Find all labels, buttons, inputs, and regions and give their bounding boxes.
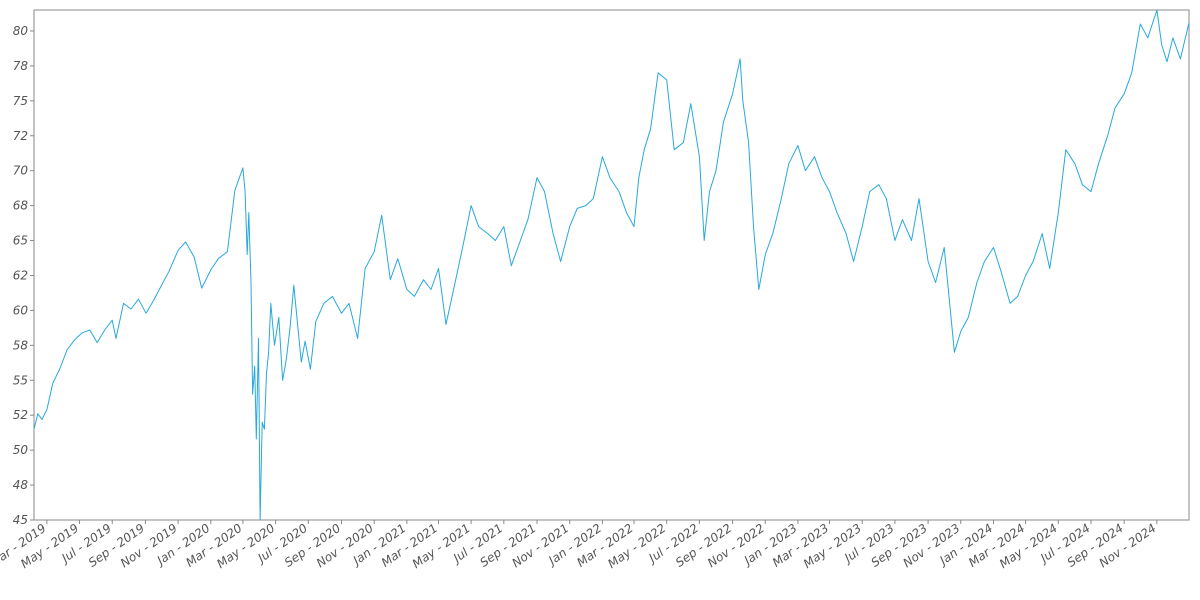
y-tick-label: 80 [13,24,29,38]
y-tick-label: 72 [13,129,28,143]
series-line-0 [33,9,1190,521]
y-tick-label: 75 [13,94,28,108]
y-tick-label: 58 [13,338,29,352]
y-tick-label: 65 [13,234,28,248]
y-tick-label: 55 [13,373,28,387]
y-tick-label: 78 [13,59,29,73]
y-tick-label: 52 [13,408,28,422]
y-tick-label: 70 [13,164,29,178]
plot-frame [33,9,1190,521]
y-axis: 45 48 50 52 55 58 60 62 65 68 70 72 75 78 80 [13,24,34,527]
y-tick-label: 48 [13,478,29,492]
series-layer [33,9,1190,521]
y-tick-label: 45 [13,513,28,527]
y-tick-label: 68 [13,199,29,213]
y-tick-label: 50 [13,443,29,457]
y-tick-label: 62 [13,268,28,282]
y-tick-label: 60 [13,303,29,317]
